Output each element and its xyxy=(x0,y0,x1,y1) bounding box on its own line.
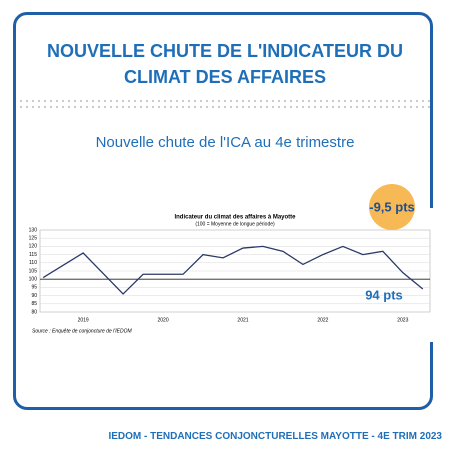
y-tick-label: 110 xyxy=(29,260,37,266)
annotation: 94 pts xyxy=(365,287,403,302)
y-tick-label: 80 xyxy=(31,309,37,315)
y-tick-label: 90 xyxy=(31,293,37,299)
chart-source: Source : Enquête de conjoncture de l'IED… xyxy=(32,328,132,334)
y-tick-label: 85 xyxy=(31,301,37,307)
chart-title: Indicateur du climat des affaires à Mayo… xyxy=(174,215,296,221)
x-tick-label: 2023 xyxy=(397,317,408,323)
footer: IEDOM - TENDANCES CONJONCTURELLES MAYOTT… xyxy=(108,431,442,442)
x-tick-label: 2019 xyxy=(78,317,89,323)
y-tick-label: 120 xyxy=(29,244,38,250)
x-tick-label: 2021 xyxy=(237,317,248,323)
y-tick-label: 130 xyxy=(29,227,38,233)
y-tick-label: 125 xyxy=(29,236,38,242)
line-series xyxy=(42,245,424,295)
y-tick-label: 100 xyxy=(29,277,38,283)
x-tick-label: 2020 xyxy=(158,317,169,323)
x-tick-label: 2022 xyxy=(317,317,328,323)
chart-background xyxy=(16,208,434,342)
y-tick-label: 105 xyxy=(29,268,38,274)
separator xyxy=(18,98,430,110)
page-title: NOUVELLE CHUTE DE L'INDICATEUR DU CLIMAT… xyxy=(47,41,403,87)
y-tick-label: 115 xyxy=(29,252,37,258)
badge-text: -9,5 pts xyxy=(369,199,415,214)
chart-subtitle: (100 = Moyenne de longue période) xyxy=(195,221,275,227)
page-subtitle: Nouvelle chute de l'ICA au 4e trimestre xyxy=(95,134,355,151)
y-tick-label: 95 xyxy=(31,285,37,291)
badge-circle xyxy=(369,184,415,230)
